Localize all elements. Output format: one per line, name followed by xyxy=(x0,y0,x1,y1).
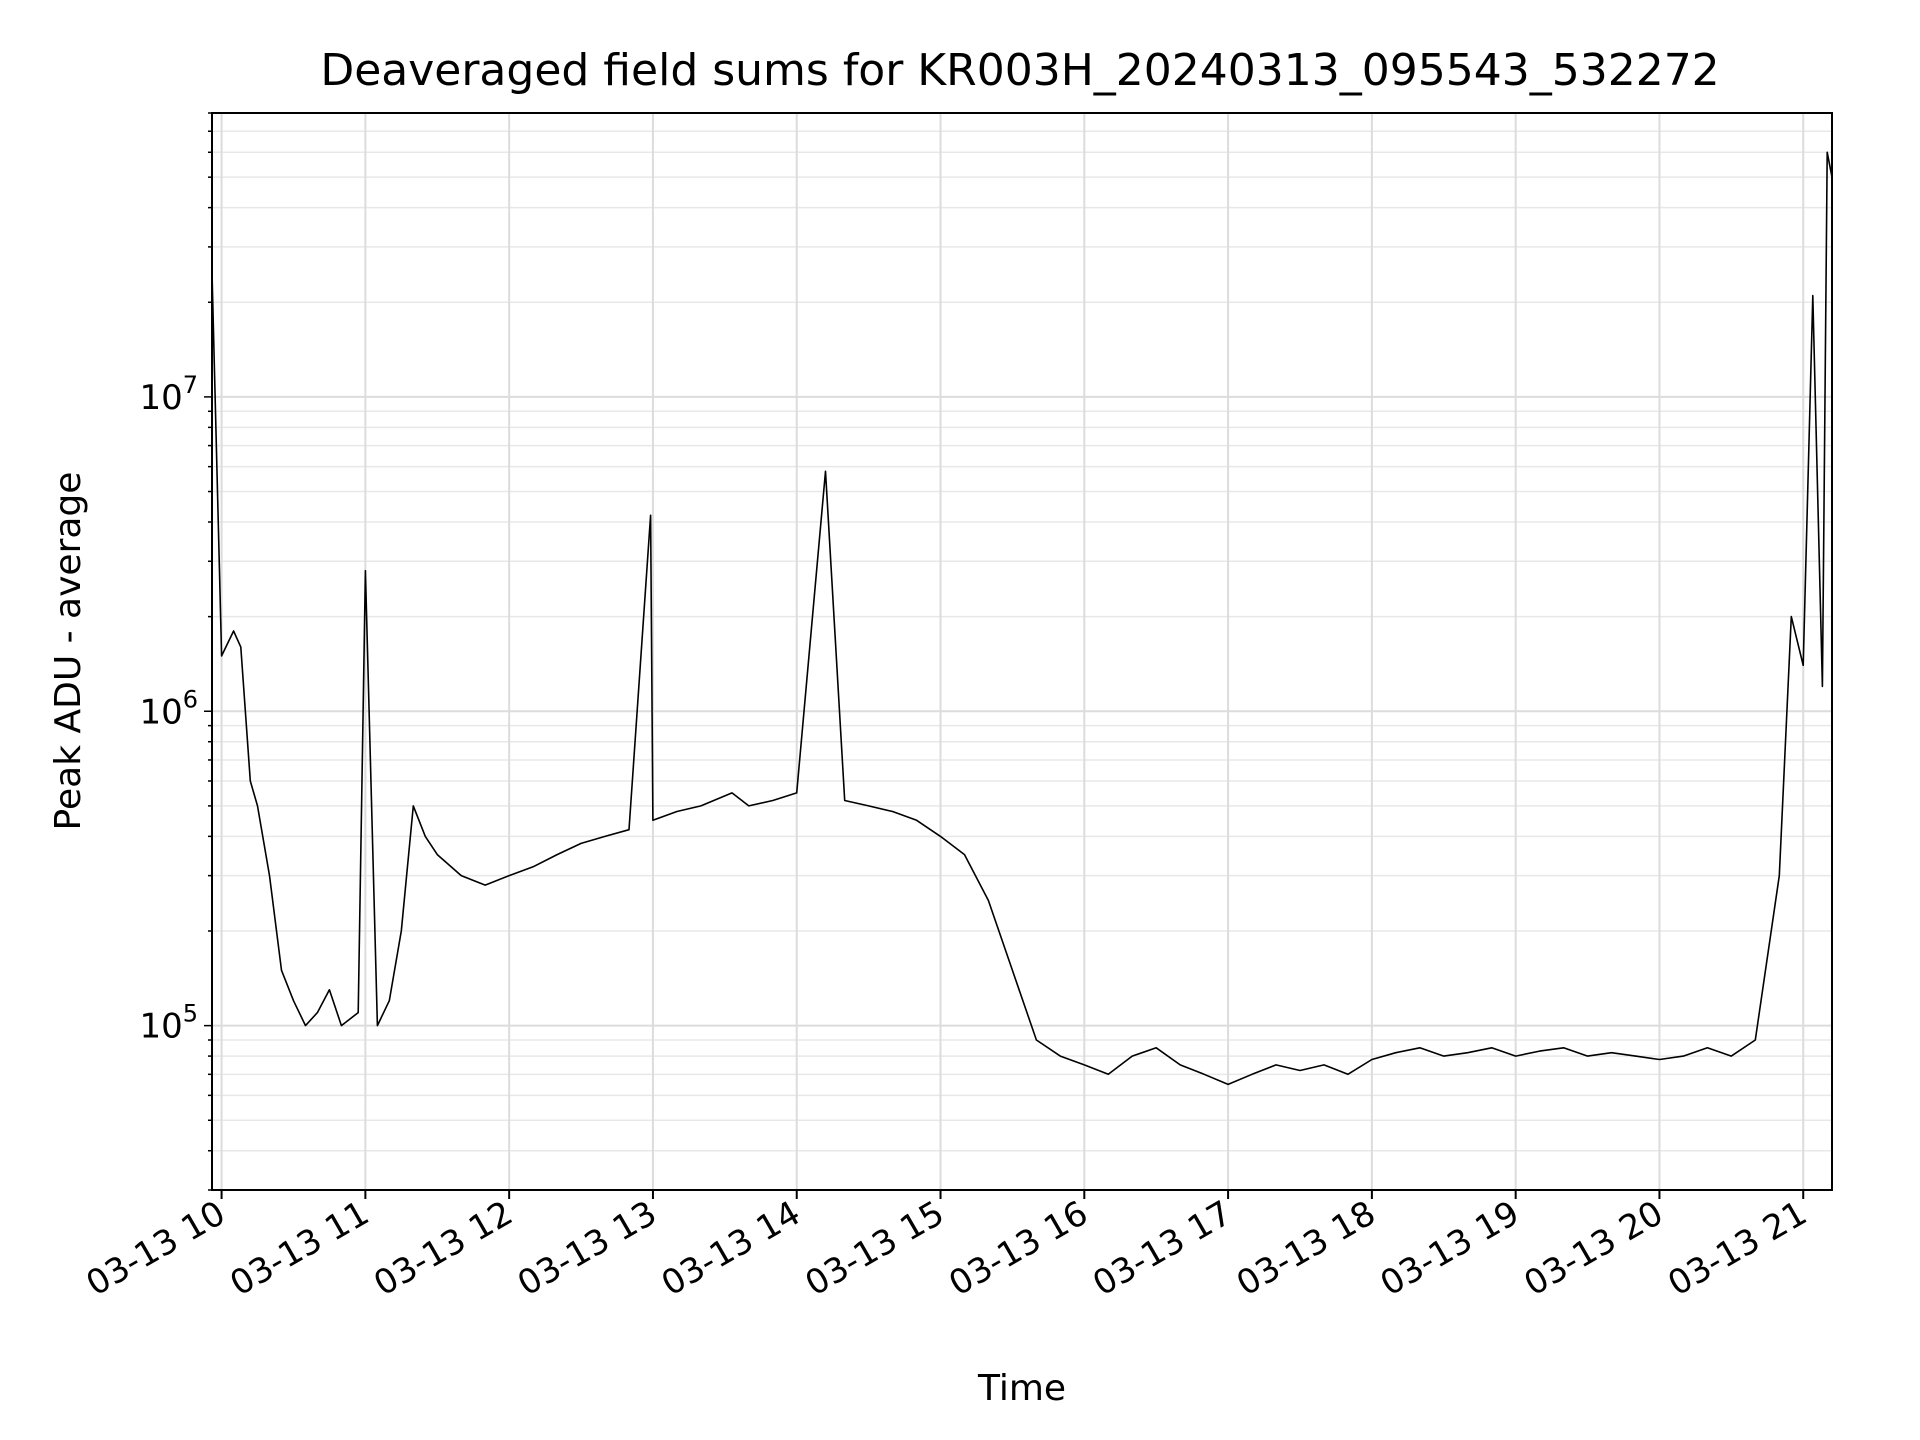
grid-layer xyxy=(212,112,1832,1191)
x-axis-label: Time xyxy=(977,1368,1066,1409)
y-tick-label: 105 xyxy=(139,1000,198,1047)
y-axis-label: Peak ADU - average xyxy=(48,472,89,831)
series-layer xyxy=(211,151,1833,1086)
y-tick-label: 106 xyxy=(139,685,198,732)
chart-title: Deaveraged field sums for KR003H_2024031… xyxy=(320,45,1719,96)
plot-frame xyxy=(211,112,1833,1191)
series-line xyxy=(211,151,1833,1086)
